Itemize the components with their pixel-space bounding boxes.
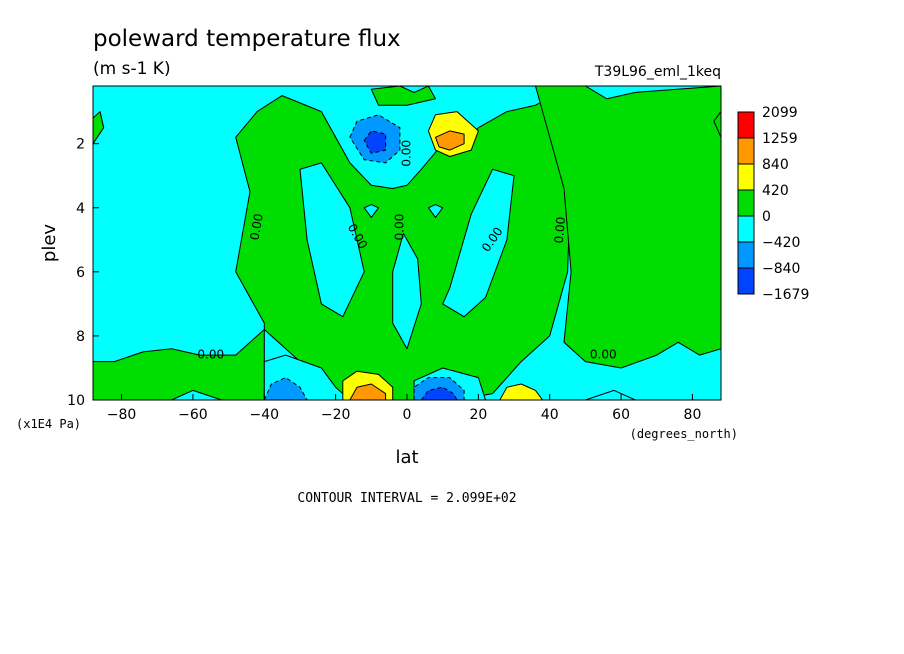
colorbar-swatch xyxy=(737,267,755,295)
colorbar-swatch xyxy=(737,189,755,217)
x-tick-label: 20 xyxy=(469,407,487,423)
colorbar-label: 840 xyxy=(762,157,789,173)
x-tick-label: 40 xyxy=(541,407,559,423)
contour-label: 0.00 xyxy=(197,348,224,362)
contour-region-moderate-negative xyxy=(263,377,308,400)
contour-region-positive xyxy=(93,111,105,145)
x-tick-label: 0 xyxy=(403,407,412,423)
contour-region-strong-positive xyxy=(349,383,387,400)
colorbar-label: 1259 xyxy=(762,131,798,147)
colorbar-swatch xyxy=(737,215,755,243)
chart-title: poleward temperature flux xyxy=(93,26,401,52)
contour-region-strong-negative xyxy=(363,130,387,154)
y-axis-label: plev xyxy=(39,224,60,263)
colorbar-label: −420 xyxy=(762,235,800,251)
contour-region-background xyxy=(363,204,379,218)
y-tick-label: 2 xyxy=(76,137,85,153)
colorbar-swatch xyxy=(737,241,755,269)
x-tick-label: 80 xyxy=(684,407,702,423)
contour-region-background xyxy=(584,389,636,400)
contour-region-background xyxy=(392,232,422,350)
contour-region-strong-negative xyxy=(420,386,458,400)
contour-region-moderate-positive xyxy=(499,383,544,400)
contour-region-background xyxy=(427,204,444,218)
colorbar-swatch xyxy=(737,137,755,165)
contour-label: 0.00 xyxy=(590,348,617,362)
colorbar-label: 0 xyxy=(762,209,771,225)
contour-region-positive xyxy=(370,86,436,106)
colorbar-swatch xyxy=(737,163,755,191)
x-tick-label: −20 xyxy=(321,407,351,423)
colorbar-label: −840 xyxy=(762,261,800,277)
colorbar-label: 420 xyxy=(762,183,789,199)
x-axis-units: (degrees_north) xyxy=(630,427,738,441)
contour-region-positive xyxy=(535,86,721,369)
contour-region-strong-positive xyxy=(435,130,465,151)
colorbar-legend: 2099 1259 840 420 0 −420 −840 −1679 xyxy=(737,105,809,303)
x-axis-label: lat xyxy=(395,447,418,468)
colorbar-swatch xyxy=(737,111,755,139)
y-tick-label: 6 xyxy=(76,265,85,281)
x-tick-label: −80 xyxy=(107,407,137,423)
contour-interval-note: CONTOUR INTERVAL = 2.099E+02 xyxy=(297,491,516,506)
y-tick-label: 4 xyxy=(76,201,85,217)
colorbar-label: 2099 xyxy=(762,105,798,121)
chart-subtitle: (m s-1 K) xyxy=(93,59,171,79)
contour-label: 0.00 xyxy=(247,213,265,242)
contour-label: 0.00 xyxy=(400,140,414,167)
contour-region-positive xyxy=(713,111,721,138)
contour-label: 0.00 xyxy=(392,214,406,241)
x-tick-label: −40 xyxy=(249,407,279,423)
contour-label: 0.00 xyxy=(552,216,568,244)
x-tick-label: 60 xyxy=(612,407,630,423)
contour-region-background xyxy=(299,162,365,318)
x-tick-label: −60 xyxy=(178,407,208,423)
contour-region-background xyxy=(442,168,515,318)
colorbar-label: −1679 xyxy=(762,287,809,303)
run-label: T39L96_eml_1keq xyxy=(594,64,721,80)
y-tick-label: 10 xyxy=(67,393,85,409)
y-axis-units: (x1E4 Pa) xyxy=(16,417,81,431)
contour-region-background xyxy=(171,389,222,400)
y-tick-label: 8 xyxy=(76,329,85,345)
